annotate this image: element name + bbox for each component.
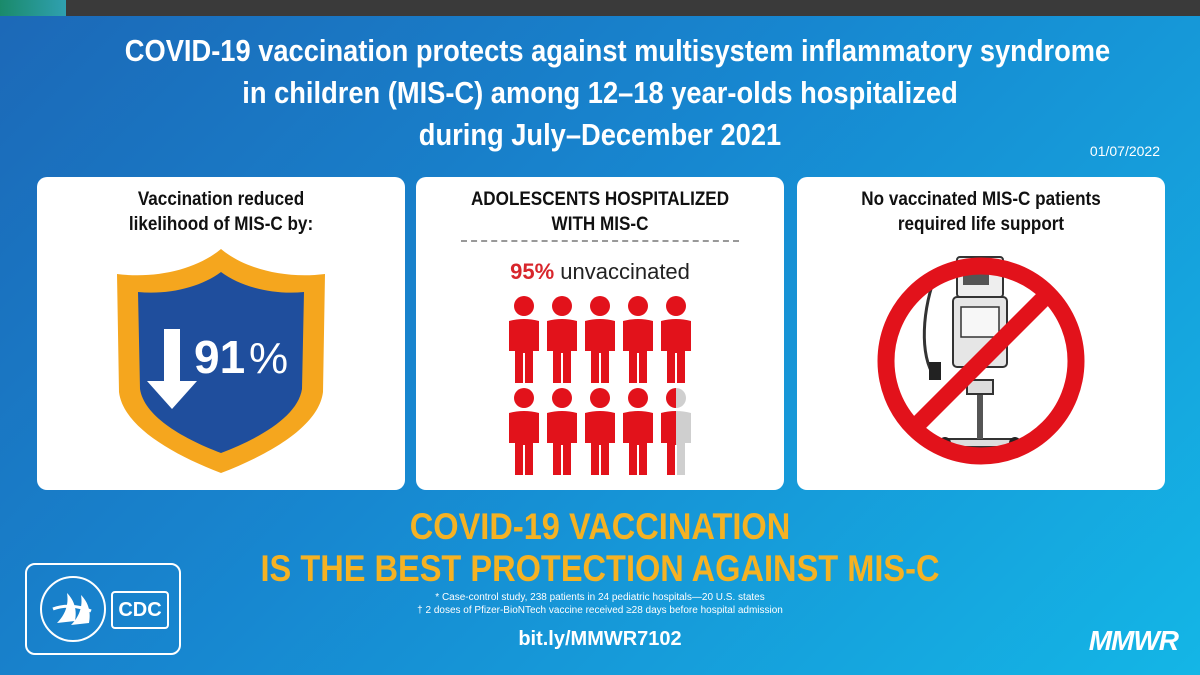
shield-down-arrow-icon: 91 %: [117, 249, 325, 473]
person-icon-unvaccinated: [509, 296, 539, 383]
panel-heading: Vaccination reduced likelihood of MIS-C …: [55, 187, 386, 237]
title-line-3: during July–December 2021: [418, 117, 782, 152]
cdc-logo: CDC: [111, 591, 169, 629]
person-icon-unvaccinated: [585, 388, 615, 475]
person-icon-unvaccinated: [661, 296, 691, 383]
unvaccinated-label: unvaccinated: [554, 259, 690, 284]
tagline: COVID-19 VACCINATION IS THE BEST PROTECT…: [72, 506, 1128, 590]
panel-heading-line-1: ADOLESCENTS HOSPITALIZED: [470, 189, 730, 210]
panel-heading: ADOLESCENTS HOSPITALIZED WITH MIS-C: [434, 187, 765, 237]
person-icon-unvaccinated: [547, 388, 577, 475]
people-pictogram: [509, 296, 691, 475]
person-icon-unvaccinated-partial: [661, 388, 676, 475]
source-link[interactable]: bit.ly/MMWR7102: [518, 628, 682, 650]
top-bar-accent: [0, 0, 66, 16]
unvaccinated-percent: 95%: [510, 259, 555, 284]
dashed-divider: [461, 240, 739, 242]
panel-heading: No vaccinated MIS-C patients required li…: [815, 187, 1146, 237]
panel-heading-line-2: WITH MIS-C: [551, 214, 649, 235]
mmwr-logo: MMWR: [1088, 625, 1179, 656]
footnote-1: * Case-control study, 238 patients in 24…: [435, 592, 765, 603]
unvaccinated-stat: 95% unvaccinated: [416, 259, 784, 285]
person-icon-unvaccinated: [509, 388, 539, 475]
agency-logos: CDC: [25, 563, 181, 655]
person-icon-unvaccinated: [585, 296, 615, 383]
panel-adolescents-hospitalized: ADOLESCENTS HOSPITALIZED WITH MIS-C 95% …: [416, 177, 784, 490]
hhs-eagle-seal-icon: [40, 576, 106, 642]
title-line-2: in children (MIS-C) among 12–18 year-old…: [242, 75, 958, 110]
top-bar: [0, 0, 1200, 16]
panel-reduced-likelihood: Vaccination reduced likelihood of MIS-C …: [37, 177, 405, 490]
tagline-line-1: COVID-19 VACCINATION: [409, 506, 791, 547]
publish-date: 01/07/2022: [1089, 143, 1160, 159]
page-title: COVID-19 vaccination protects against mu…: [124, 30, 1111, 156]
panel-life-support: No vaccinated MIS-C patients required li…: [797, 177, 1165, 490]
no-ventilator-icon: [877, 256, 1085, 465]
person-icon-unvaccinated: [623, 388, 653, 475]
tagline-line-2: IS THE BEST PROTECTION AGAINST MIS-C: [260, 548, 940, 589]
footnote-2: † 2 doses of Pfizer-BioNTech vaccine rec…: [417, 605, 783, 616]
panel-heading-line-2: required life support: [897, 214, 1065, 235]
percent-value: 91: [194, 331, 245, 383]
person-icon-unvaccinated: [623, 296, 653, 383]
panel-heading-line-1: No vaccinated MIS-C patients: [861, 189, 1101, 210]
panel-heading-line-1: Vaccination reduced: [137, 189, 305, 210]
percent-unit: %: [249, 334, 288, 383]
person-icon-unvaccinated: [547, 296, 577, 383]
title-line-1: COVID-19 vaccination protects against mu…: [124, 33, 1111, 68]
panel-heading-line-2: likelihood of MIS-C by:: [128, 214, 314, 235]
